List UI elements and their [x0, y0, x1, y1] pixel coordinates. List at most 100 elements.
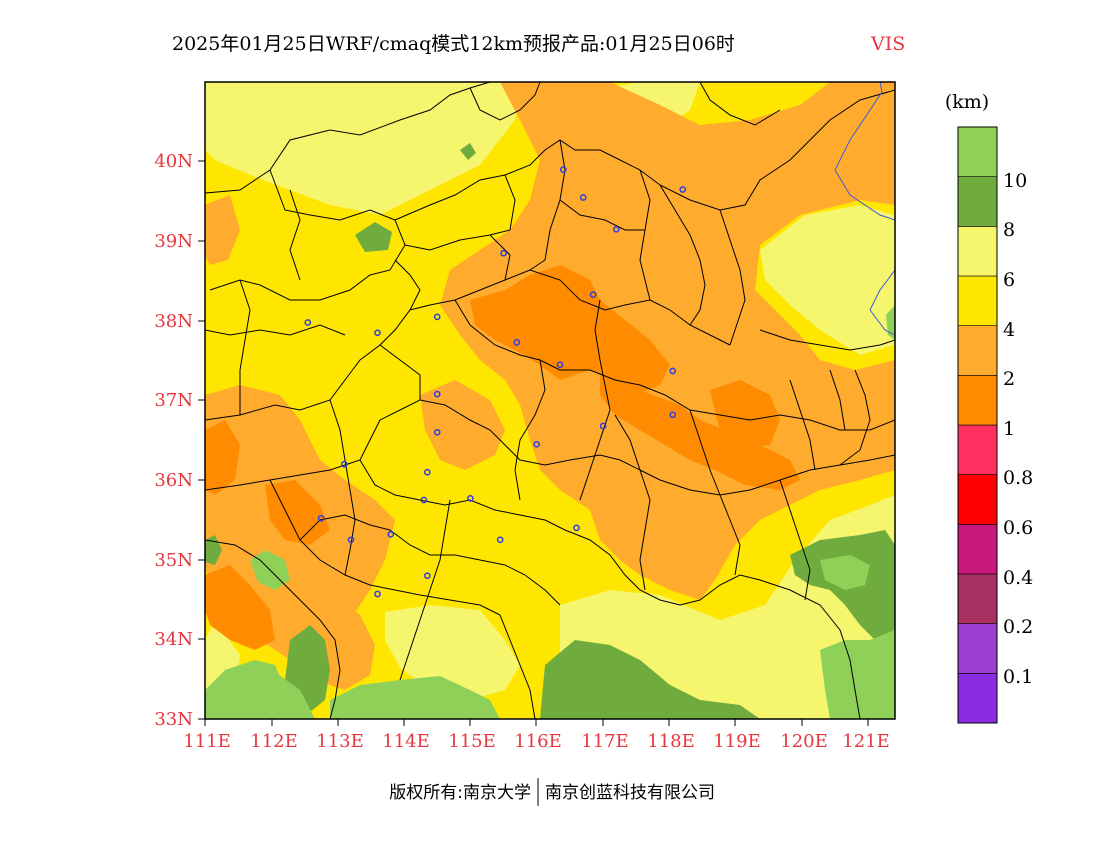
- x-tick-label: 121E: [842, 731, 890, 752]
- colorbar-swatch: [957, 176, 998, 227]
- footer-company: 南京创蓝科技有限公司: [545, 783, 715, 803]
- station-marker: [573, 524, 580, 532]
- station-marker: [467, 495, 474, 502]
- x-tick-label: 117E: [581, 731, 629, 752]
- figure-title: 2025年01月25日WRF/cmaq模式12km预报产品:01月25日06时: [172, 33, 735, 55]
- station-marker: [433, 390, 441, 398]
- colorbar-label: 0.6: [1003, 517, 1033, 539]
- station-marker: [374, 329, 381, 337]
- station-marker: [420, 496, 428, 504]
- y-tick-38: 38N: [154, 311, 205, 332]
- x-tick-114: 114E: [382, 719, 430, 752]
- x-tick-117: 117E: [581, 719, 629, 752]
- station-marker: [579, 194, 587, 201]
- station-marker: [513, 339, 521, 346]
- y-tick-34: 34N: [154, 629, 205, 650]
- y-tick-label: 33N: [154, 709, 193, 730]
- colorbar-label: 0.2: [1003, 616, 1033, 638]
- colorbar-label: 6: [1003, 269, 1015, 291]
- y-tick-label: 40N: [154, 151, 193, 172]
- station-marker: [612, 225, 620, 233]
- colorbar-swatch: [957, 375, 998, 426]
- footer-copyright: 版权所有:南京大学: [389, 783, 531, 803]
- station-marker: [559, 166, 567, 173]
- colorbar-frame: [957, 126, 998, 724]
- station-marker: [433, 428, 441, 436]
- y-tick-label: 37N: [154, 390, 193, 411]
- y-axis: 33N 34N 35N 36N 37N 38N 39N 40N: [154, 151, 205, 730]
- x-tick-120: 120E: [780, 719, 828, 752]
- x-tick-label: 119E: [713, 731, 761, 752]
- y-tick-37: 37N: [154, 390, 205, 411]
- colorbar-label: 0.4: [1003, 567, 1033, 589]
- x-tick-115: 115E: [448, 719, 496, 752]
- station-marker: [387, 530, 395, 538]
- colorbar-swatch: [957, 623, 998, 674]
- coastline: [834, 82, 895, 336]
- colorbar-label: 10: [1003, 170, 1027, 192]
- x-tick-113: 113E: [316, 719, 364, 752]
- station-marker: [500, 249, 507, 257]
- colorbar-label: 1: [1003, 418, 1015, 440]
- colorbar-label: 2: [1003, 368, 1015, 390]
- colorbar-swatch: [957, 226, 998, 277]
- colorbar-swatch: [957, 275, 998, 326]
- y-tick-33: 33N: [154, 709, 205, 730]
- field-dark-green-areas: [205, 143, 895, 719]
- station-marker: [374, 590, 381, 598]
- y-tick-label: 39N: [154, 231, 193, 252]
- station-marker: [679, 186, 687, 193]
- colorbar-label: 4: [1003, 319, 1015, 341]
- y-tick-label: 35N: [154, 550, 193, 571]
- y-tick-label: 34N: [154, 629, 193, 650]
- x-axis: 111E 112E 113E 114E 115E 116E 117E 118E …: [183, 719, 890, 752]
- y-tick-label: 38N: [154, 311, 193, 332]
- colorbar: (km) 10 8 6 4 2 1 0.8 0.6 0.4 0.2 0.1: [945, 91, 1033, 724]
- x-tick-label: 115E: [448, 731, 496, 752]
- colorbar-swatch: [957, 524, 998, 575]
- y-tick-40: 40N: [154, 151, 205, 172]
- x-tick-label: 114E: [382, 731, 430, 752]
- x-tick-label: 111E: [183, 731, 231, 752]
- x-tick-121: 121E: [842, 719, 890, 752]
- x-tick-112: 112E: [250, 719, 298, 752]
- station-marker: [340, 460, 348, 468]
- colorbar-swatch: [957, 126, 998, 177]
- x-tick-111: 111E: [183, 719, 231, 752]
- station-marker: [556, 361, 564, 369]
- station-markers: [304, 166, 687, 598]
- field-dark-orange-areas: [205, 265, 800, 650]
- footer: 版权所有:南京大学 南京创蓝科技有限公司: [389, 778, 715, 806]
- y-tick-36: 36N: [154, 470, 205, 491]
- admin-boundaries: [205, 82, 895, 719]
- station-marker: [423, 572, 431, 580]
- station-marker: [669, 411, 677, 419]
- station-marker: [589, 291, 597, 298]
- station-marker: [433, 313, 441, 321]
- y-tick-label: 36N: [154, 470, 193, 491]
- colorbar-unit: (km): [945, 91, 989, 113]
- visibility-field-map: [205, 82, 895, 719]
- variable-label: VIS: [870, 33, 905, 55]
- station-marker: [496, 536, 504, 544]
- x-tick-label: 120E: [780, 731, 828, 752]
- colorbar-label: 0.1: [1003, 666, 1033, 688]
- y-tick-35: 35N: [154, 550, 205, 571]
- colorbar-swatch: [957, 573, 998, 624]
- colorbar-label: 0.8: [1003, 467, 1033, 489]
- station-marker: [533, 440, 541, 448]
- station-marker: [304, 319, 312, 326]
- x-tick-116: 116E: [514, 719, 562, 752]
- colorbar-swatch: [957, 424, 998, 475]
- y-tick-39: 39N: [154, 231, 205, 252]
- colorbar-swatch: [957, 325, 998, 376]
- colorbar-swatches: [957, 126, 998, 724]
- x-tick-118: 118E: [647, 719, 695, 752]
- x-tick-label: 113E: [316, 731, 364, 752]
- x-tick-119: 119E: [713, 719, 761, 752]
- station-marker: [347, 536, 355, 544]
- field-light-green-areas: [205, 305, 895, 719]
- colorbar-label: 8: [1003, 219, 1015, 241]
- x-tick-label: 116E: [514, 731, 562, 752]
